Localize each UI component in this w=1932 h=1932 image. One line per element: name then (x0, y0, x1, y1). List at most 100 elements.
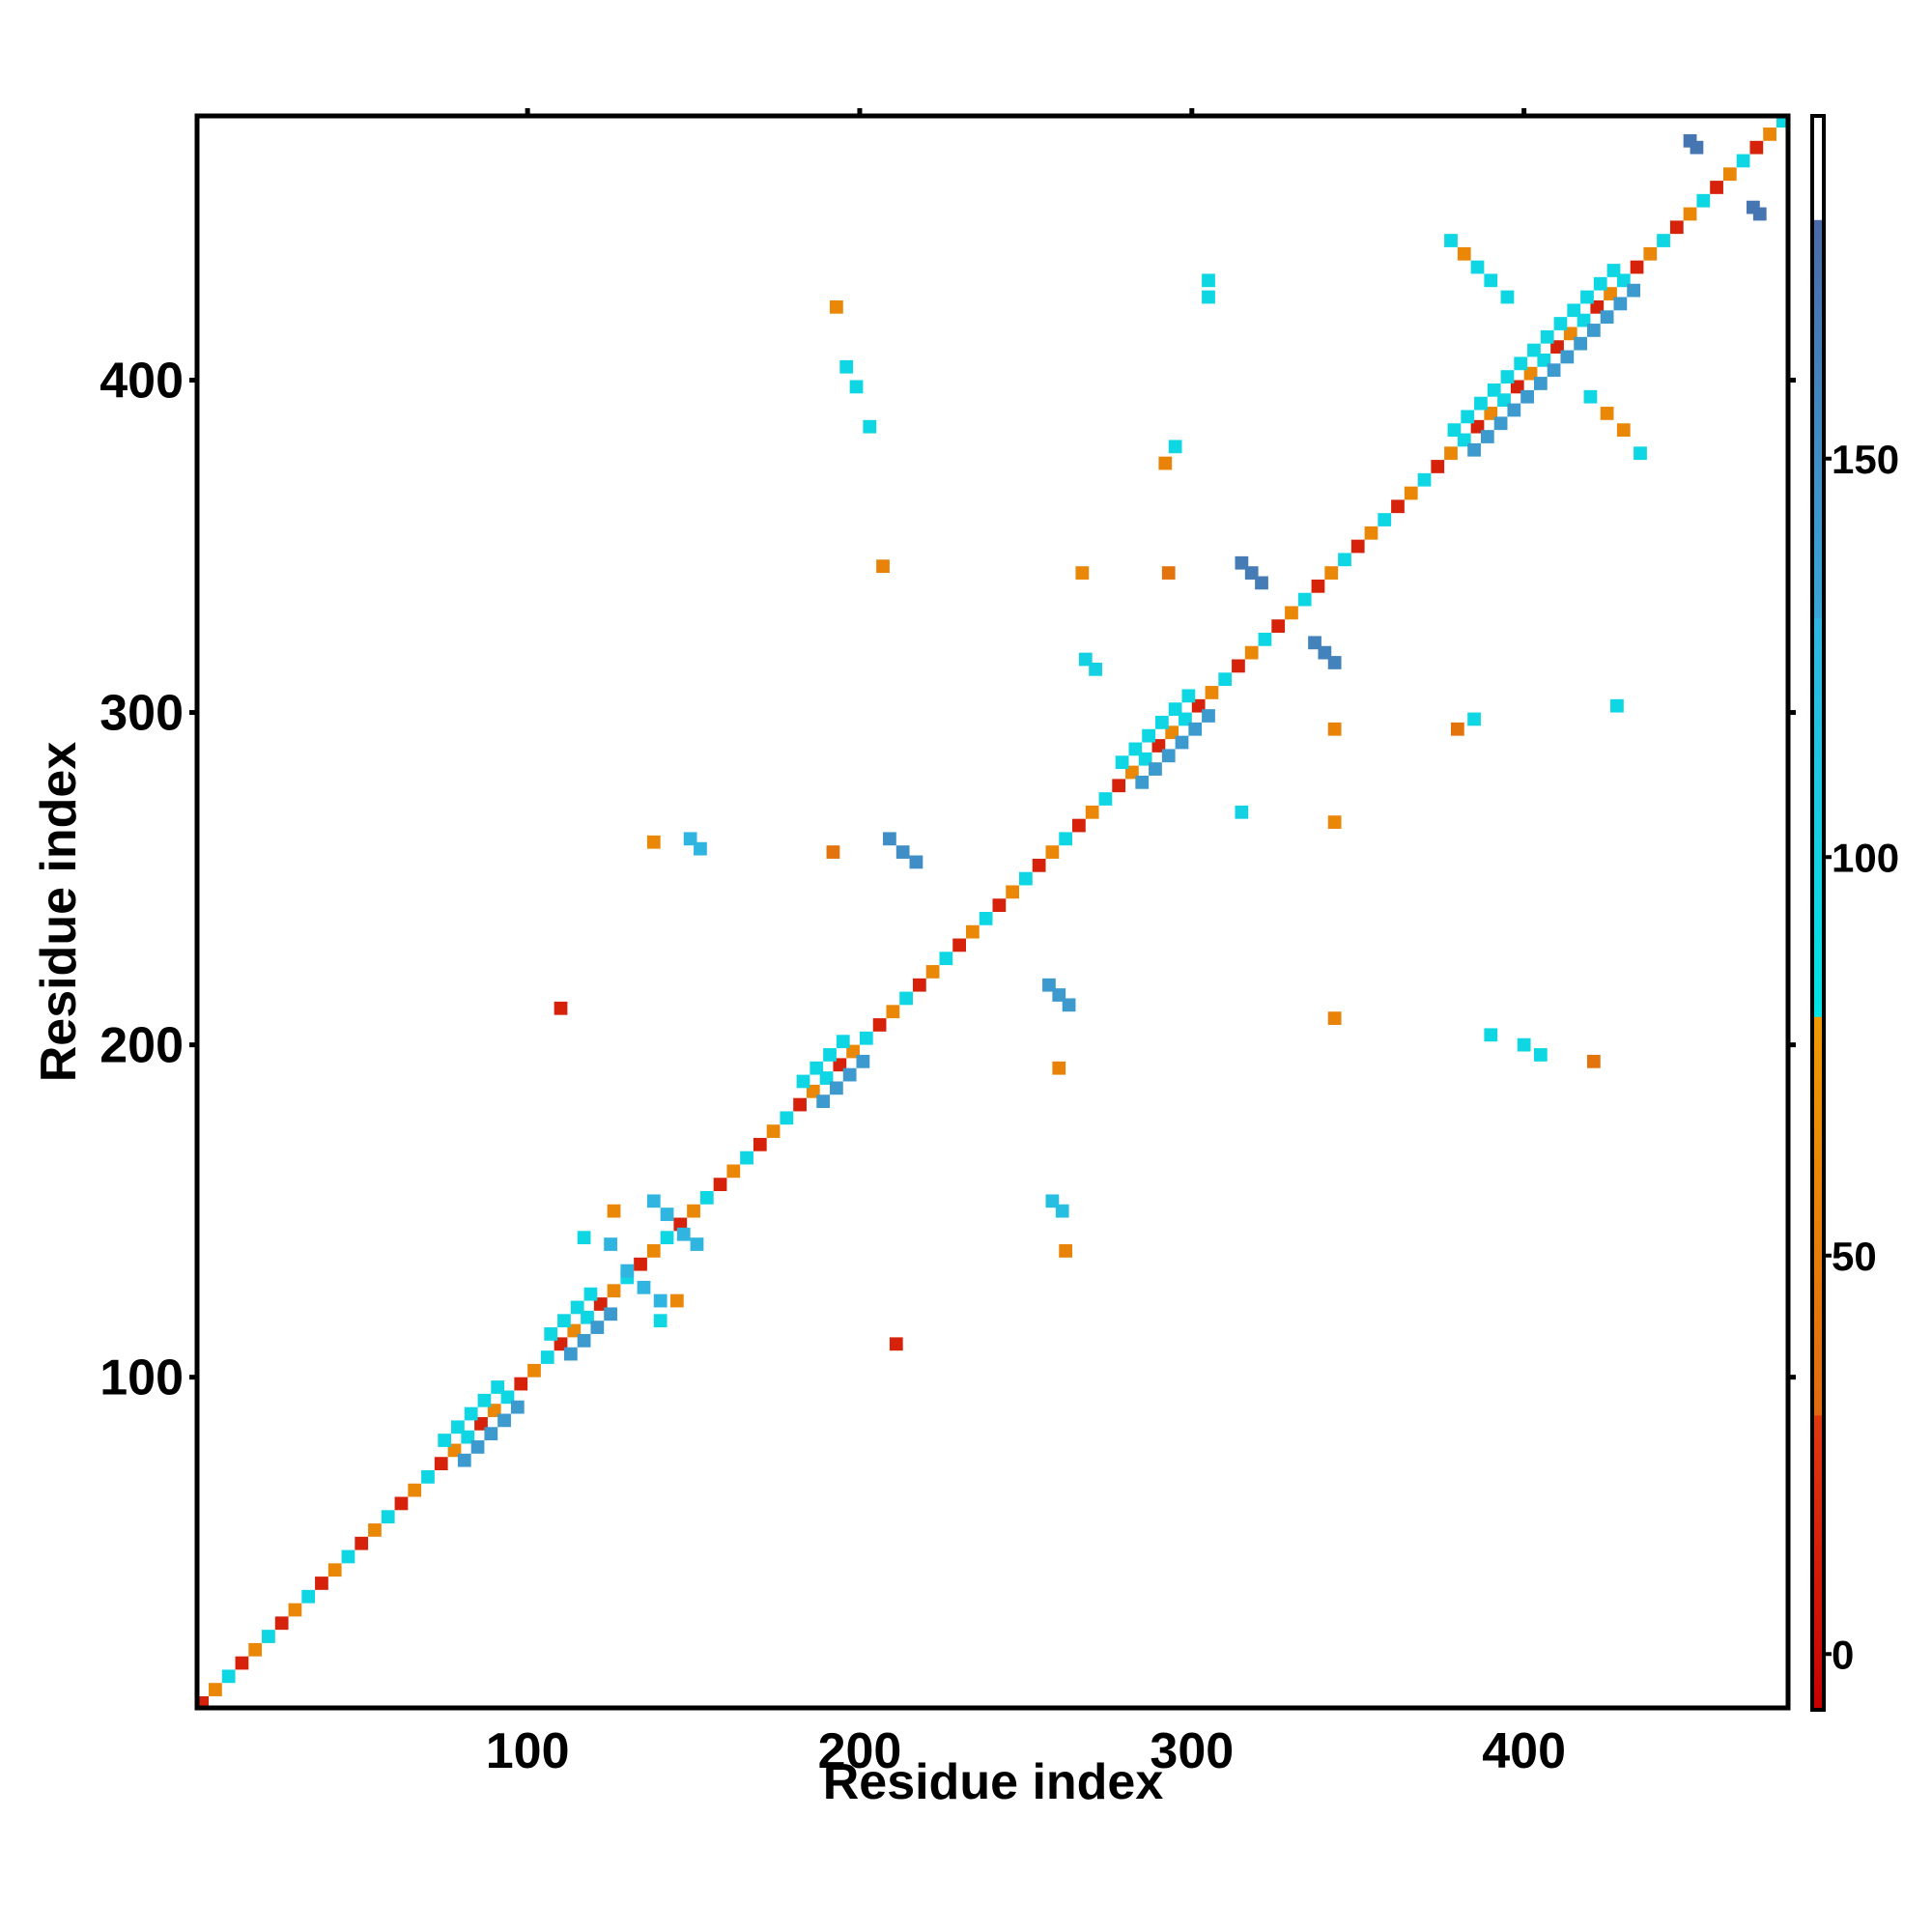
colorbar-band (1812, 116, 1824, 220)
heatmap-cell (1062, 998, 1076, 1012)
y-tick-label: 100 (99, 1350, 184, 1406)
y-tick-label: 400 (99, 354, 184, 410)
heatmap-cell (1042, 978, 1056, 992)
heatmap-cell (1235, 805, 1249, 819)
heatmap-cell (1128, 742, 1143, 756)
heatmap-cell (1722, 167, 1737, 182)
heatmap-cell (1324, 566, 1339, 580)
heatmap-cell (939, 952, 953, 966)
heatmap-cell (274, 1616, 289, 1631)
heatmap-cell (637, 1280, 651, 1294)
heatmap-cell (474, 1416, 488, 1431)
heatmap-cell (341, 1549, 355, 1564)
heatmap-cell (796, 1074, 810, 1089)
colorbar-band (1812, 1016, 1824, 1416)
heatmap-cell (434, 1457, 448, 1470)
heatmap-cell (1553, 317, 1568, 330)
heatmap-cell (1327, 656, 1342, 669)
x-tick-label: 400 (1482, 1723, 1566, 1779)
heatmap-cell (669, 1293, 684, 1308)
heatmap-cell (823, 1048, 837, 1062)
heatmap-cell (368, 1523, 382, 1537)
heatmap-cell (1202, 273, 1215, 288)
heatmap-cell (694, 841, 707, 856)
heatmap-cell (766, 1124, 781, 1138)
heatmap-cell (487, 1404, 501, 1417)
heatmap-cell (1600, 310, 1614, 325)
heatmap-cell (620, 1264, 635, 1278)
heatmap-cell (577, 1333, 591, 1348)
heatmap-cell (1154, 716, 1169, 729)
heatmap-cell (1125, 765, 1139, 780)
heatmap-cell (1514, 356, 1528, 371)
heatmap-cell (1736, 154, 1750, 168)
heatmap-cell (1540, 329, 1554, 344)
heatmap-cell (1098, 792, 1113, 806)
heatmap-cell (1583, 389, 1598, 404)
heatmap-cell (1112, 779, 1126, 793)
heatmap-cell (1484, 273, 1498, 288)
heatmap-cell (1590, 299, 1605, 314)
heatmap-cell (859, 1031, 873, 1045)
heatmap-cell (1580, 290, 1594, 304)
heatmap-cell (583, 1287, 598, 1301)
heatmap-cell (1327, 1011, 1342, 1025)
colorbar-tick-label: 0 (1832, 1632, 1854, 1677)
heatmap-cell (1474, 396, 1488, 411)
heatmap-cell (408, 1483, 422, 1497)
heatmap-cell (830, 299, 843, 314)
heatmap-cell (842, 1067, 857, 1082)
heatmap-cell (1461, 410, 1475, 424)
heatmap-cell (1517, 1037, 1531, 1052)
plot-frame (194, 113, 1791, 1711)
heatmap-cell (248, 1642, 263, 1657)
heatmap-cell (726, 1164, 741, 1179)
heatmap-cell (355, 1536, 369, 1550)
heatmap-cell (567, 1323, 582, 1338)
heatmap-cell (1308, 636, 1321, 650)
axes: 100 200 300 400 100 200 300 400 0 50 100 150 (99, 108, 1899, 1779)
heatmap-cell (438, 1434, 452, 1447)
heatmap-cell (673, 1217, 688, 1232)
heatmap-cell (593, 1297, 608, 1311)
heatmap-cell (1487, 383, 1501, 397)
heatmap-cell (1749, 140, 1764, 155)
heatmap-cell (810, 1061, 824, 1075)
heatmap-cell (979, 912, 993, 925)
heatmap-cell (899, 991, 913, 1006)
heatmap-cell (660, 1231, 674, 1245)
heatmap-cell (646, 835, 661, 849)
heatmap-cell (1690, 140, 1704, 155)
heatmap-cell (209, 1683, 222, 1696)
heatmap-cell (634, 1257, 647, 1271)
heatmap-cell (819, 1071, 834, 1085)
heatmap-cell (1404, 486, 1418, 500)
heatmap-cell (1045, 845, 1060, 859)
heatmap-cell (1168, 702, 1182, 717)
heatmap-cell (1165, 725, 1179, 740)
heatmap-cell (1205, 686, 1219, 699)
heatmap-cell (1075, 566, 1090, 580)
heatmap-cell (1696, 193, 1711, 208)
heatmap-cell (607, 1284, 621, 1298)
heatmap-cell (527, 1363, 541, 1378)
colorbar-tick-label: 100 (1832, 835, 1899, 880)
heatmap-cell (909, 855, 923, 869)
heatmap-cell (992, 898, 1007, 912)
heatmap-cell (1480, 430, 1494, 443)
heatmap-cell (381, 1510, 395, 1524)
heatmap-cell (1115, 755, 1129, 770)
heatmap-cell (1168, 440, 1182, 454)
y-axis-title: Residue index (31, 742, 87, 1083)
heatmap-cell (451, 1420, 465, 1435)
heatmap-cell (464, 1406, 478, 1421)
heatmap-cell (554, 1001, 568, 1015)
heatmap-cell (1470, 260, 1485, 274)
heatmap-cell (1447, 423, 1462, 438)
heatmap-cell (846, 1044, 860, 1059)
heatmap-cell (1052, 1061, 1066, 1075)
heatmap-cell (806, 1084, 820, 1098)
heatmap-cell (1179, 712, 1192, 726)
heatmap-cell (1467, 442, 1481, 457)
heatmap-cell (1391, 499, 1405, 514)
